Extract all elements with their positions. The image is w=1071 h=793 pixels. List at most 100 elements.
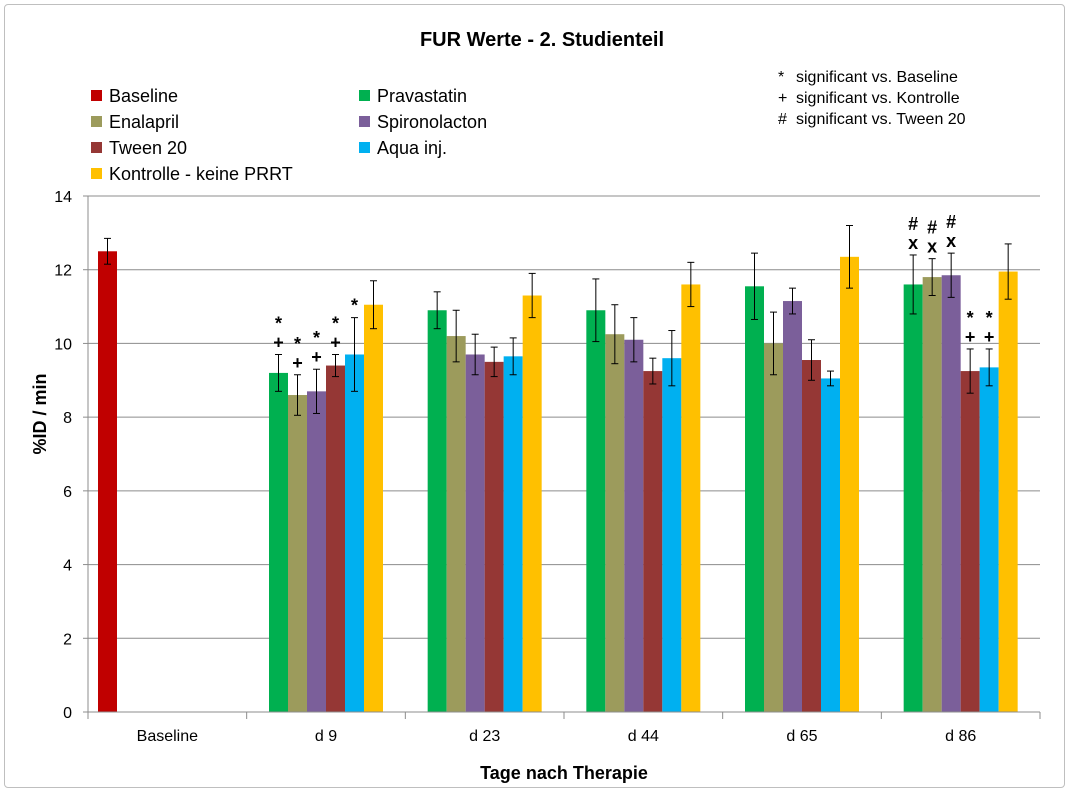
significance-marker: * (986, 308, 993, 328)
significance-markers: *+ *+*+*+*#x#x#x*+*+ (273, 212, 994, 373)
legend-item: Aqua inj. (359, 138, 447, 158)
chart-title: FUR Werte - 2. Studienteil (420, 29, 664, 51)
legend-item: Spironolacton (359, 112, 487, 132)
y-tick-label: 8 (63, 410, 72, 427)
bar (745, 286, 764, 712)
y-axis-ticks: 0 2 4 6 8 10 12 14 (54, 189, 88, 722)
significance-marker: * (275, 313, 282, 333)
bar (903, 284, 923, 712)
error-bars (104, 224, 1012, 416)
bar (605, 334, 625, 712)
legend-label: Pravastatin (377, 86, 467, 106)
axes (87, 196, 1040, 713)
bars (98, 251, 1018, 713)
gridlines (88, 195, 1040, 639)
bar (624, 339, 644, 712)
significance-marker: + (311, 347, 322, 367)
significance-notes: * significant vs. Baseline + significant vs… (778, 69, 966, 128)
note-text: significant vs. Baseline (796, 69, 958, 86)
x-axis-ticks: Baseline d 9 d 23 d 44 d 65 d 86 (87, 712, 1041, 745)
note-symbol: + (778, 90, 787, 107)
legend-swatch (91, 90, 102, 101)
legend-swatch (91, 142, 102, 153)
significance-marker: * (294, 334, 301, 354)
bar (364, 304, 383, 712)
significance-marker: * (351, 296, 358, 316)
bar (522, 295, 542, 712)
x-tick-label: d 44 (628, 728, 659, 745)
legend: Baseline Pravastatin Enalapril Spironolacto… (91, 86, 487, 184)
bar (643, 371, 663, 712)
y-axis-label: %ID / min (30, 373, 50, 454)
legend-swatch (359, 90, 370, 101)
bar (465, 354, 485, 712)
bar (503, 356, 523, 712)
legend-label: Spironolacton (377, 112, 487, 132)
significance-marker: + (292, 353, 303, 373)
bar (269, 372, 288, 712)
legend-label: Baseline (109, 86, 178, 106)
legend-label: Enalapril (109, 112, 179, 132)
legend-item: Pravastatin (359, 86, 467, 106)
x-tick-label: d 65 (786, 728, 817, 745)
bar (941, 275, 961, 712)
significance-note: # significant vs. Tween 20 (778, 111, 966, 128)
bar (288, 395, 307, 712)
bar (802, 360, 821, 712)
y-tick-label: 0 (63, 705, 72, 722)
significance-marker: # (908, 214, 918, 234)
significance-marker: + (330, 332, 341, 352)
bar (979, 367, 999, 712)
y-tick-label: 4 (63, 558, 72, 575)
bar (764, 343, 783, 712)
significance-marker: # (927, 218, 937, 238)
significance-marker: * (313, 328, 320, 348)
legend-item: Tween 20 (91, 138, 187, 158)
y-tick-label: 6 (63, 484, 72, 501)
legend-label: Kontrolle - keine PRRT (109, 164, 293, 184)
bar (998, 271, 1018, 712)
bar (960, 371, 980, 712)
bar (681, 284, 701, 712)
significance-marker: x (927, 237, 937, 257)
significance-marker: x (908, 233, 918, 253)
bar (821, 378, 840, 712)
significance-note: + significant vs. Kontrolle (778, 90, 960, 107)
x-tick-label: Baseline (137, 728, 198, 745)
bar (840, 256, 859, 712)
legend-swatch (359, 116, 370, 127)
significance-marker: + (984, 327, 995, 347)
significance-marker: + (965, 327, 976, 347)
bar (783, 301, 802, 712)
legend-label: Tween 20 (109, 138, 187, 158)
bar (345, 354, 364, 712)
note-symbol: # (778, 111, 787, 128)
legend-swatch (359, 142, 370, 153)
legend-swatch (91, 168, 102, 179)
legend-item: Baseline (91, 86, 178, 106)
note-symbol: * (778, 69, 784, 86)
significance-marker: * (332, 313, 339, 333)
legend-label: Aqua inj. (377, 138, 447, 158)
legend-item: Enalapril (91, 112, 179, 132)
bar (922, 277, 942, 712)
x-tick-label: d 23 (469, 728, 500, 745)
significance-note: * significant vs. Baseline (778, 69, 958, 86)
y-tick-label: 2 (63, 631, 72, 648)
legend-item: Kontrolle - keine PRRT (91, 164, 293, 184)
bar (484, 361, 504, 712)
bar (427, 310, 447, 712)
bar (98, 251, 117, 713)
x-tick-label: d 86 (945, 728, 976, 745)
significance-marker: # (946, 212, 956, 232)
significance-marker: + (273, 332, 284, 352)
legend-swatch (91, 116, 102, 127)
y-tick-label: 14 (54, 189, 72, 206)
bar (307, 391, 326, 712)
bar (586, 310, 606, 712)
x-tick-label: d 9 (315, 728, 337, 745)
significance-marker: x (946, 231, 956, 251)
y-tick-label: 12 (54, 263, 72, 280)
significance-marker: * (967, 308, 974, 328)
note-text: significant vs. Kontrolle (796, 90, 960, 107)
